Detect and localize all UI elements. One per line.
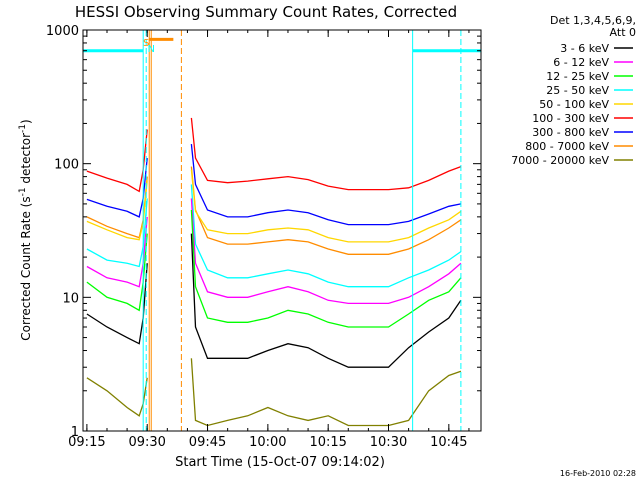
x-tick-label-4: 10:15 xyxy=(309,435,346,450)
series-line-25-50-kev xyxy=(86,184,462,288)
y-tick-label-1: 10 xyxy=(62,291,79,306)
annotation-layer: SN xyxy=(83,30,481,431)
x-tick-label-5: 10:30 xyxy=(370,435,407,450)
x-tick-label-2: 09:45 xyxy=(189,435,226,450)
mode-letter-1: N xyxy=(147,44,154,55)
x-axis: 09:15 09:30 09:45 10:00 10:15 10:30 10:45 xyxy=(68,30,470,450)
y-axis-label-end: ) xyxy=(19,119,33,124)
y-tick-label-3: 1000 xyxy=(46,24,79,39)
plot-frame xyxy=(82,29,482,432)
legend-label-2: 12 - 25 keV xyxy=(546,70,609,83)
y-axis-label-mid: detector xyxy=(19,133,33,188)
legend-label-3: 25 - 50 keV xyxy=(546,84,609,97)
x-tick-label-1: 09:30 xyxy=(128,435,165,450)
y-axis-label: Corrected Count Rate (s-1 detector-1) xyxy=(18,119,33,340)
series-line-50-100-kev xyxy=(86,169,462,243)
x-tick-label-3: 10:00 xyxy=(249,435,286,450)
legend-label-8: 7000 - 20000 keV xyxy=(511,154,609,167)
legend-label-0: 3 - 6 keV xyxy=(560,42,609,55)
footer-date: 16-Feb-2010 02:28 xyxy=(560,469,636,478)
y-axis-label-sup: -1 xyxy=(18,187,28,196)
x-tick-label-6: 10:45 xyxy=(430,435,467,450)
chart-title: HESSI Observing Summary Count Rates, Cor… xyxy=(75,3,457,21)
y-axis-label-main: Corrected Count Rate (s xyxy=(19,196,33,340)
legend-header-0: Det 1,3,4,5,6,9, xyxy=(550,14,636,27)
y-tick-label-0: 1 xyxy=(71,425,79,440)
series-line-6-12-kev xyxy=(86,198,462,305)
series-line-7000-20000-kev xyxy=(86,358,462,427)
mode-letter-0: S xyxy=(143,38,149,49)
legend-header-1: Att 0 xyxy=(610,26,636,39)
series-line-12-25-kev xyxy=(86,209,462,328)
series-line-300-800-kev xyxy=(86,144,462,226)
series-layer xyxy=(86,117,462,427)
x-axis-label: Start Time (15-Oct-07 09:14:02) xyxy=(175,455,385,470)
legend-label-5: 100 - 300 keV xyxy=(532,112,609,125)
legend-label-4: 50 - 100 keV xyxy=(539,98,609,111)
series-line-3-6-kev xyxy=(86,233,462,368)
y-axis: 1 10 100 1000 xyxy=(46,24,481,440)
legend-label-6: 300 - 800 keV xyxy=(532,126,609,139)
y-axis-label-sup2: -1 xyxy=(18,124,28,133)
x-tick-label-0: 09:15 xyxy=(68,435,105,450)
legend-label-1: 6 - 12 keV xyxy=(553,56,609,69)
series-line-100-300-kev xyxy=(86,117,462,193)
legend-label-7: 800 - 7000 keV xyxy=(525,140,609,153)
y-tick-label-2: 100 xyxy=(54,158,79,173)
